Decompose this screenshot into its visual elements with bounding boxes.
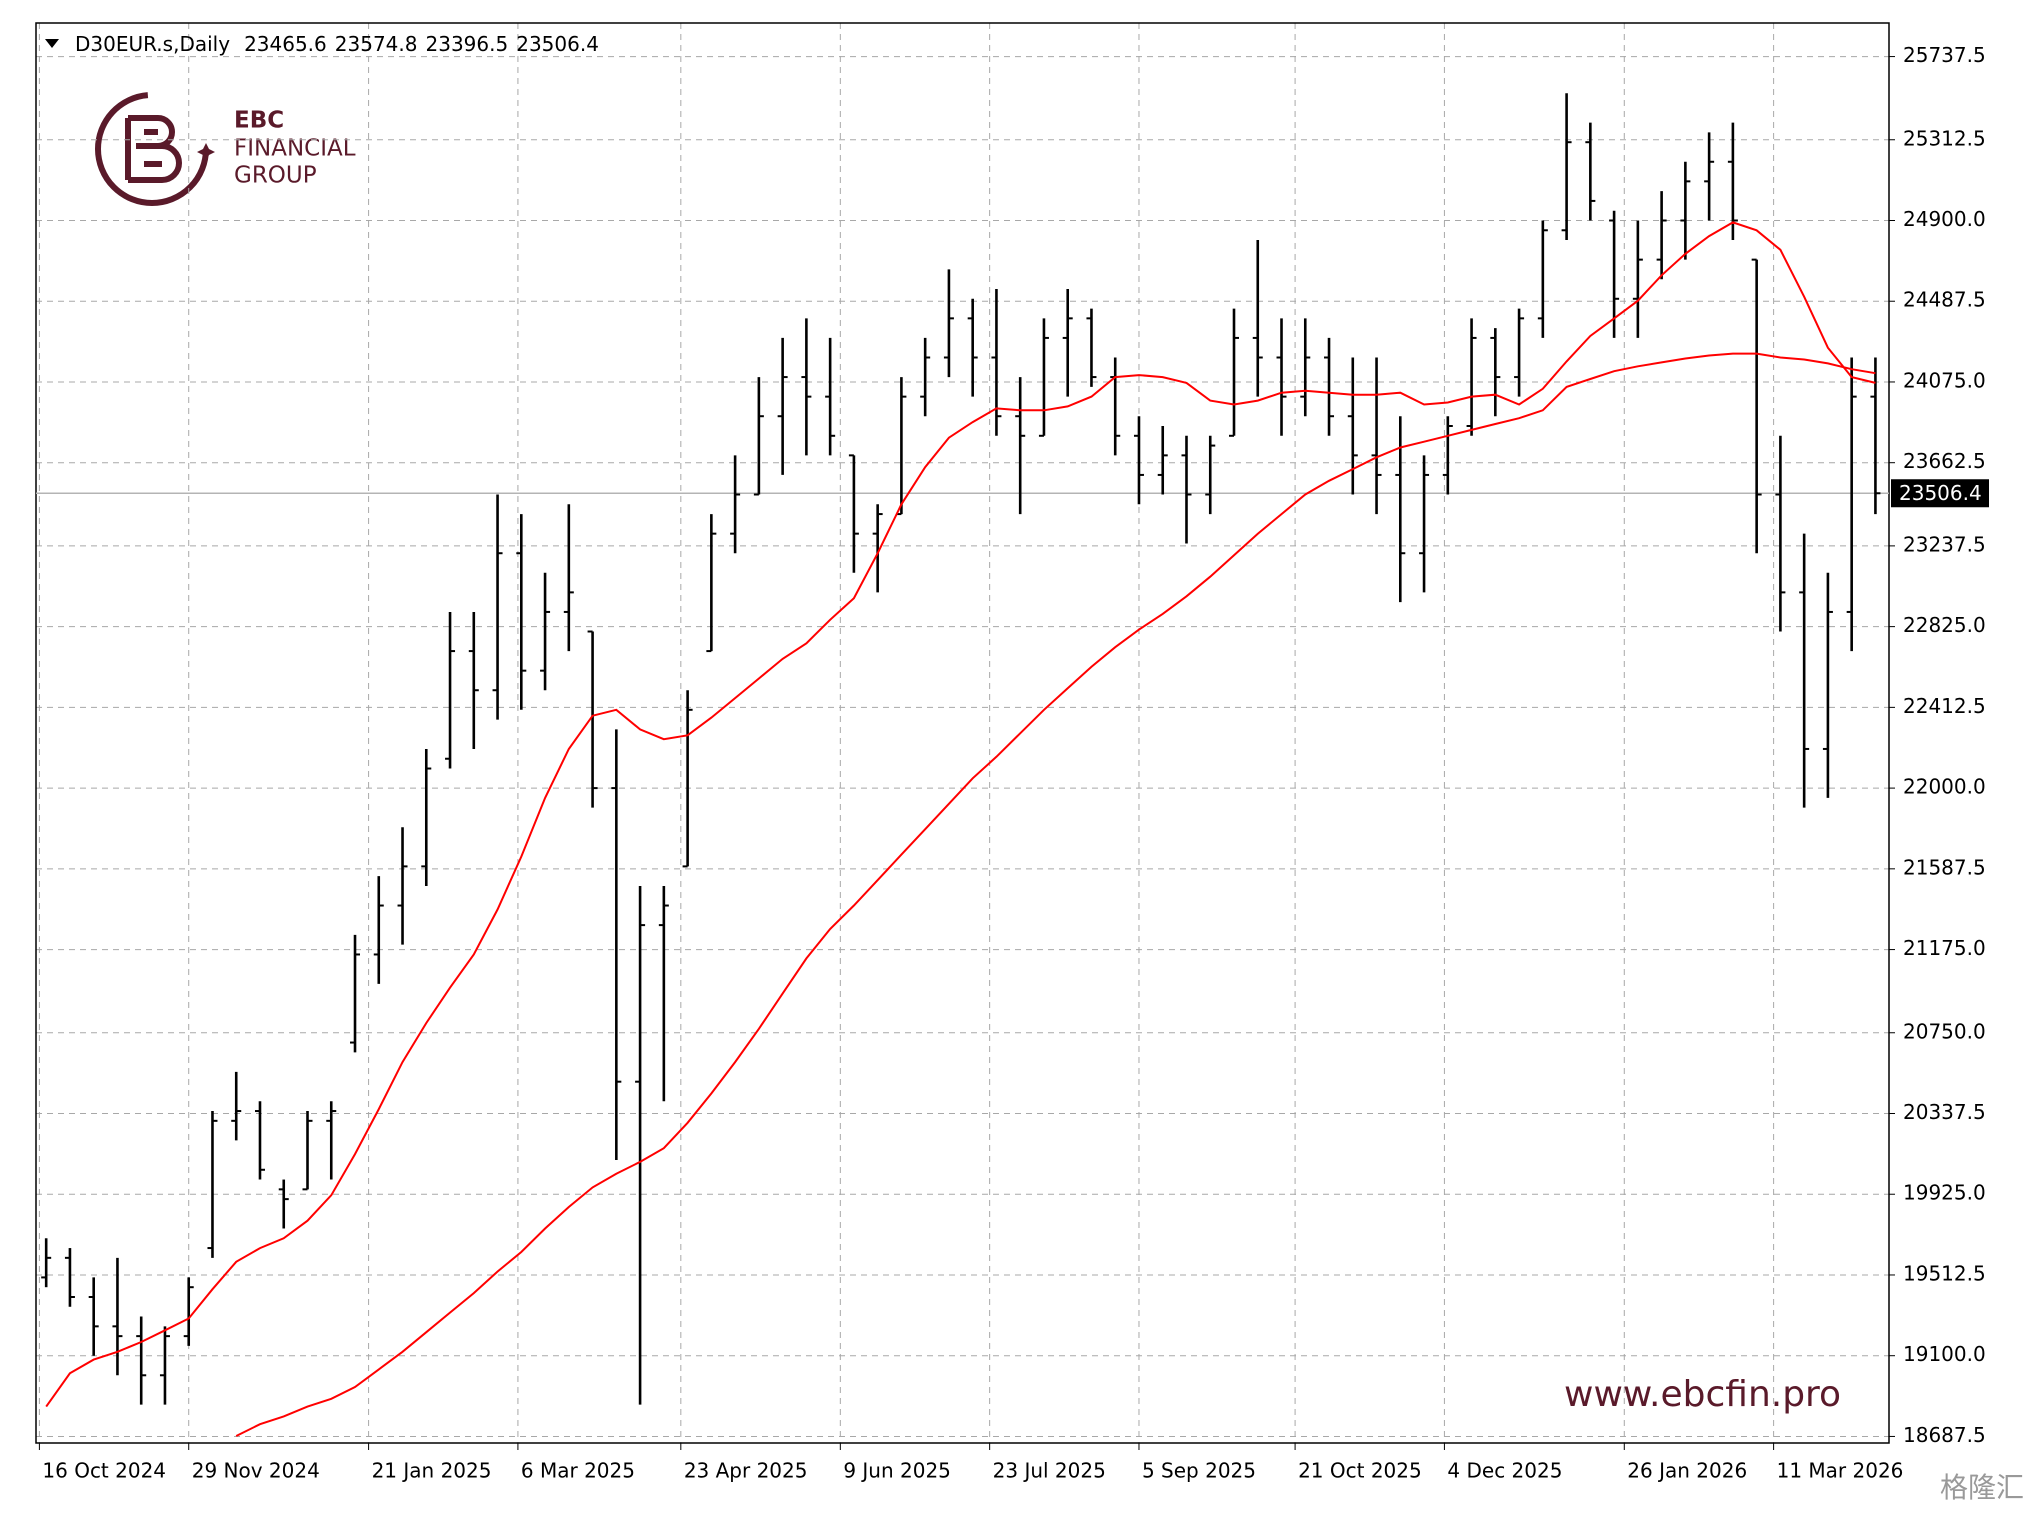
- logo-mark: [125, 115, 182, 183]
- price-label: 23506.4: [1899, 481, 1982, 505]
- x-tick-label: 5 Sep 2025: [1142, 1459, 1256, 1483]
- collapse-triangle: [45, 39, 59, 48]
- logo-text: GROUP: [234, 163, 317, 189]
- x-tick-label: 26 Jan 2026: [1627, 1459, 1747, 1483]
- y-tick-label: 21175.0: [1903, 936, 1986, 960]
- plot-area: 18687.5 19100.0 19512.5 19925.0 20337.5 20750…: [35, 22, 1989, 1483]
- x-tick-label: 21 Oct 2025: [1298, 1459, 1422, 1483]
- y-tick-label: 25737.5: [1903, 43, 1986, 67]
- x-tick-label: 21 Jan 2025: [372, 1459, 492, 1483]
- moving-average: [235, 352, 1876, 1437]
- y-tick-label: 19100.0: [1903, 1342, 1986, 1366]
- y-tick-label: 19925.0: [1903, 1181, 1986, 1205]
- moving-average: [45, 221, 1876, 1408]
- x-tick-label: 29 Nov 2024: [192, 1459, 320, 1483]
- x-tick-label: 6 Mar 2025: [521, 1459, 635, 1483]
- y-tick-label: 22000.0: [1903, 775, 1986, 799]
- y-tick-label: 18687.5: [1903, 1423, 1986, 1447]
- y-tick-label: 22412.5: [1903, 694, 1986, 718]
- x-tick-label: 9 Jun 2025: [843, 1459, 951, 1483]
- symbol: D30EUR.s,Daily: [75, 32, 230, 56]
- y-tick-label: 25312.5: [1903, 126, 1986, 150]
- logo-text: EBC: [234, 108, 284, 134]
- y-tick-label: 21587.5: [1903, 855, 1986, 879]
- source-mark: 格隆汇: [1940, 1471, 2024, 1504]
- header-low: 23396.5: [426, 32, 509, 56]
- x-tick-label: 16 Oct 2024: [42, 1459, 166, 1483]
- header-close: 23506.4: [516, 32, 599, 56]
- x-tick-label: 4 Dec 2025: [1447, 1459, 1562, 1483]
- y-tick-label: 24075.0: [1903, 368, 1986, 392]
- y-tick-label: 22825.0: [1903, 613, 1986, 637]
- y-tick-label: 23237.5: [1903, 532, 1986, 556]
- logo-star: [197, 143, 215, 161]
- price-box: [1891, 479, 1989, 508]
- y-tick-label: 23662.5: [1903, 449, 1986, 473]
- y-tick-label: 24900.0: [1903, 207, 1986, 231]
- y-tick-label: 19512.5: [1903, 1261, 1986, 1285]
- y-tick-label: 24487.5: [1903, 288, 1986, 312]
- y-tick-label: 20750.0: [1903, 1019, 1986, 1043]
- watermark: www.ebcfin.pro: [1564, 1374, 1841, 1415]
- header-high: 23574.8: [335, 32, 418, 56]
- header-open: 23465.6: [244, 32, 327, 56]
- y-tick-label: 20337.5: [1903, 1100, 1986, 1124]
- plot-frame: [35, 22, 1890, 1444]
- x-tick-label: 23 Jul 2025: [993, 1459, 1106, 1483]
- chart-header: D30EUR.s,Daily 23465.6 23574.8 23396.5 23506…: [75, 32, 599, 56]
- x-tick-label: 23 Apr 2025: [684, 1459, 808, 1483]
- x-tick-label: 11 Mar 2026: [1777, 1459, 1904, 1483]
